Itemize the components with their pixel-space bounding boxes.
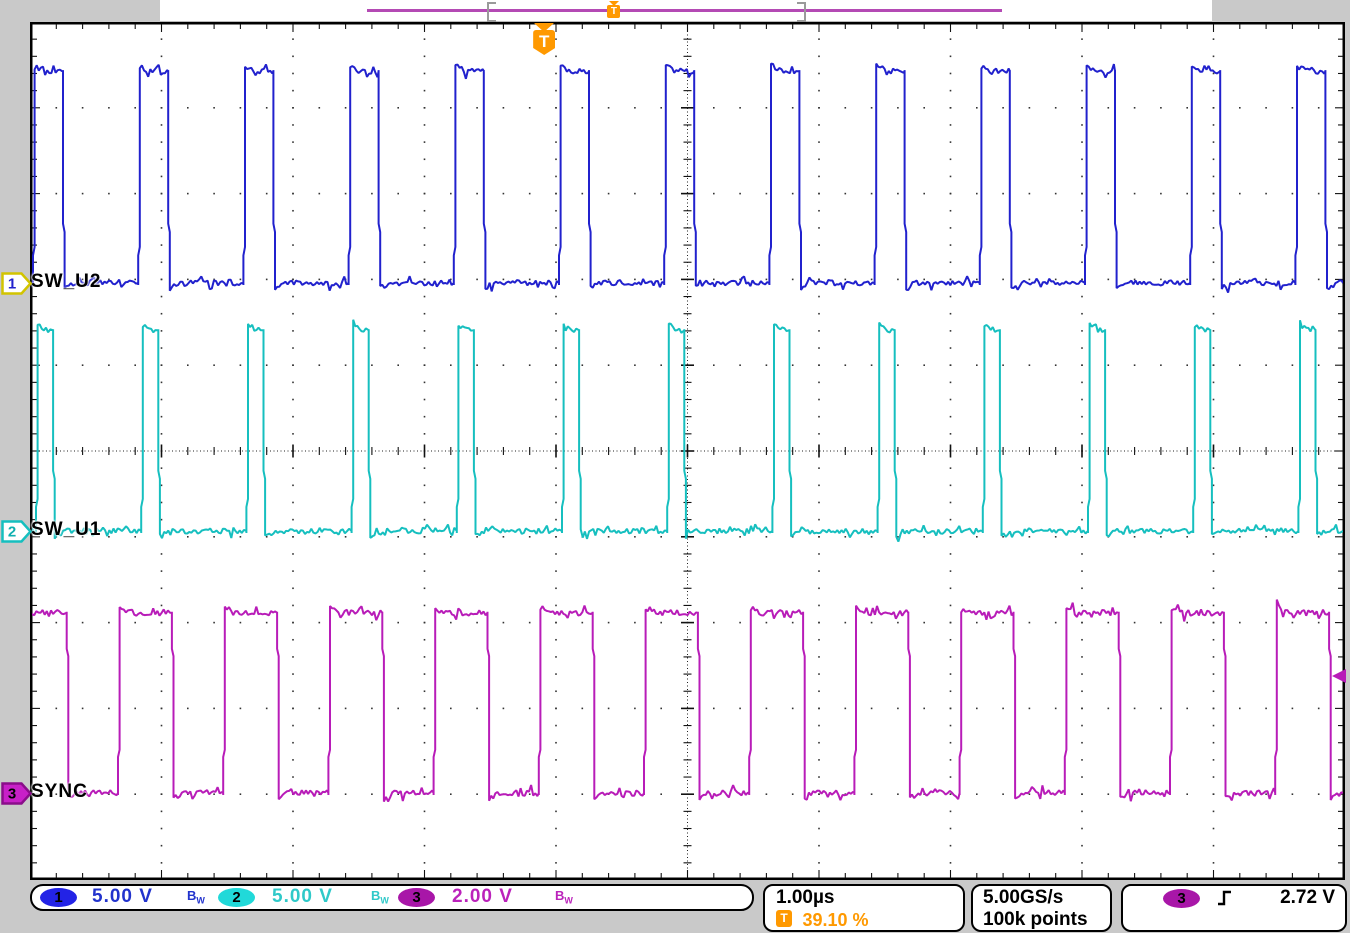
channel-2-bandwidth-icon: BW (371, 888, 389, 906)
record-window-right-bracket[interactable] (796, 2, 806, 22)
channel-3-marker[interactable]: 3 (1, 782, 33, 805)
channel-2-scale: 5.00 V (272, 886, 333, 907)
record-window-left-bracket[interactable] (487, 2, 497, 22)
trigger-position-arrow-icon (534, 23, 555, 32)
trigger-position-marker[interactable]: T (532, 23, 556, 55)
trigger-T-icon: T (776, 910, 792, 927)
channel-1-scale: 5.00 V (92, 886, 153, 907)
trigger-T-icon: T (533, 30, 556, 55)
channel-2-marker[interactable]: 2 (1, 520, 33, 543)
channel-1-bandwidth-icon: BW (187, 888, 205, 906)
channel-3-badge[interactable]: 3 (398, 888, 435, 907)
record-length-value: 100k points (983, 909, 1088, 930)
channel-1-marker[interactable]: 1 (1, 272, 33, 295)
record-trigger-position-marker[interactable]: T (607, 1, 621, 18)
sample-rate-value: 5.00GS/s (983, 887, 1064, 908)
channel-1-badge[interactable]: 1 (40, 888, 77, 907)
trigger-readout[interactable]: 3 2.72 V (1121, 884, 1347, 932)
trigger-source-badge[interactable]: 3 (1163, 889, 1200, 908)
trigger-position-value: 39.10 % (802, 910, 869, 930)
record-view-bar: T (160, 0, 1212, 22)
timebase-scale: 1.00µs (776, 887, 835, 908)
record-length-line (367, 9, 1002, 12)
rising-edge-icon (1218, 890, 1231, 906)
graticule (30, 22, 1345, 880)
channel-3-scale: 2.00 V (452, 886, 513, 907)
trigger-position-readout: T 39.10 % (776, 910, 869, 931)
channel-scale-readouts[interactable]: 1 5.00 V BW 2 5.00 V BW 3 2.00 V BW (30, 884, 754, 911)
timebase-readout[interactable]: 1.00µs T 39.10 % (763, 884, 965, 932)
trigger-level-value: 2.72 V (1280, 887, 1335, 908)
waveform-sw_u2 (32, 62, 1343, 293)
svg-text:3: 3 (8, 786, 16, 803)
channel-2-badge[interactable]: 2 (218, 888, 255, 907)
waveform-label-sync: SYNC (31, 781, 88, 802)
waveform-label-sw-u1: SW_U1 (31, 519, 102, 540)
svg-text:1: 1 (8, 276, 16, 293)
waveform-label-sw-u2: SW_U2 (31, 271, 102, 292)
acquisition-readout[interactable]: 5.00GS/s 100k points (971, 884, 1112, 932)
channel-3-bandwidth-icon: BW (555, 888, 573, 906)
graticule-grid (32, 24, 1343, 878)
waveform-sw_u1 (32, 319, 1343, 542)
record-trigger-T-icon: T (607, 5, 621, 18)
record-trigger-arrow-icon (609, 1, 620, 6)
svg-text:2: 2 (8, 524, 16, 541)
waveform-sync (32, 599, 1343, 803)
trigger-level-arrow-icon[interactable] (1332, 669, 1346, 683)
